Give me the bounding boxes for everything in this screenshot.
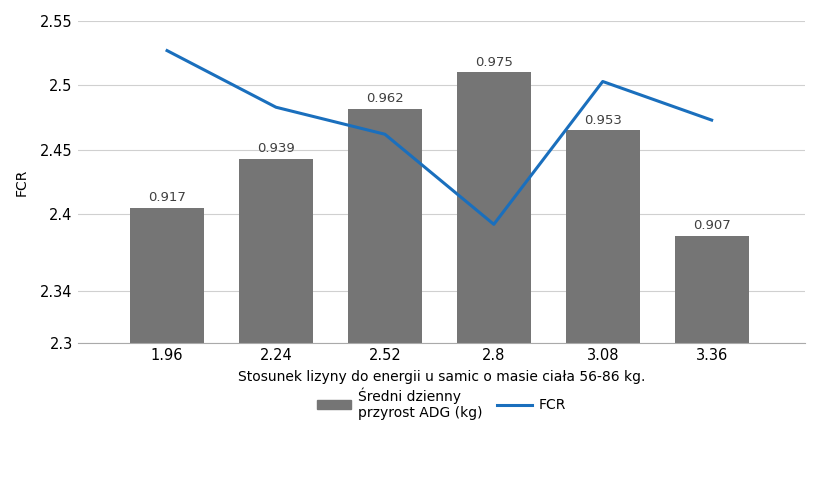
Bar	[238, 159, 313, 343]
Text: 0.962: 0.962	[365, 92, 403, 105]
Text: 0.975: 0.975	[474, 56, 512, 69]
Bar	[347, 109, 421, 343]
Bar	[456, 73, 530, 343]
Text: 0.907: 0.907	[692, 219, 730, 232]
Text: 0.953: 0.953	[583, 114, 621, 126]
Y-axis label: FCR: FCR	[15, 168, 29, 196]
X-axis label: Stosunek lizyny do energii u samic o masie ciała 56-86 kg.: Stosunek lizyny do energii u samic o mas…	[238, 370, 645, 383]
Bar	[565, 130, 639, 343]
Legend: Średni dzienny
przyrost ADG (kg), FCR: Średni dzienny przyrost ADG (kg), FCR	[311, 382, 571, 426]
Text: 0.917: 0.917	[148, 191, 186, 204]
Text: 0.939: 0.939	[257, 142, 295, 155]
Bar	[130, 208, 204, 343]
Bar	[674, 236, 748, 343]
